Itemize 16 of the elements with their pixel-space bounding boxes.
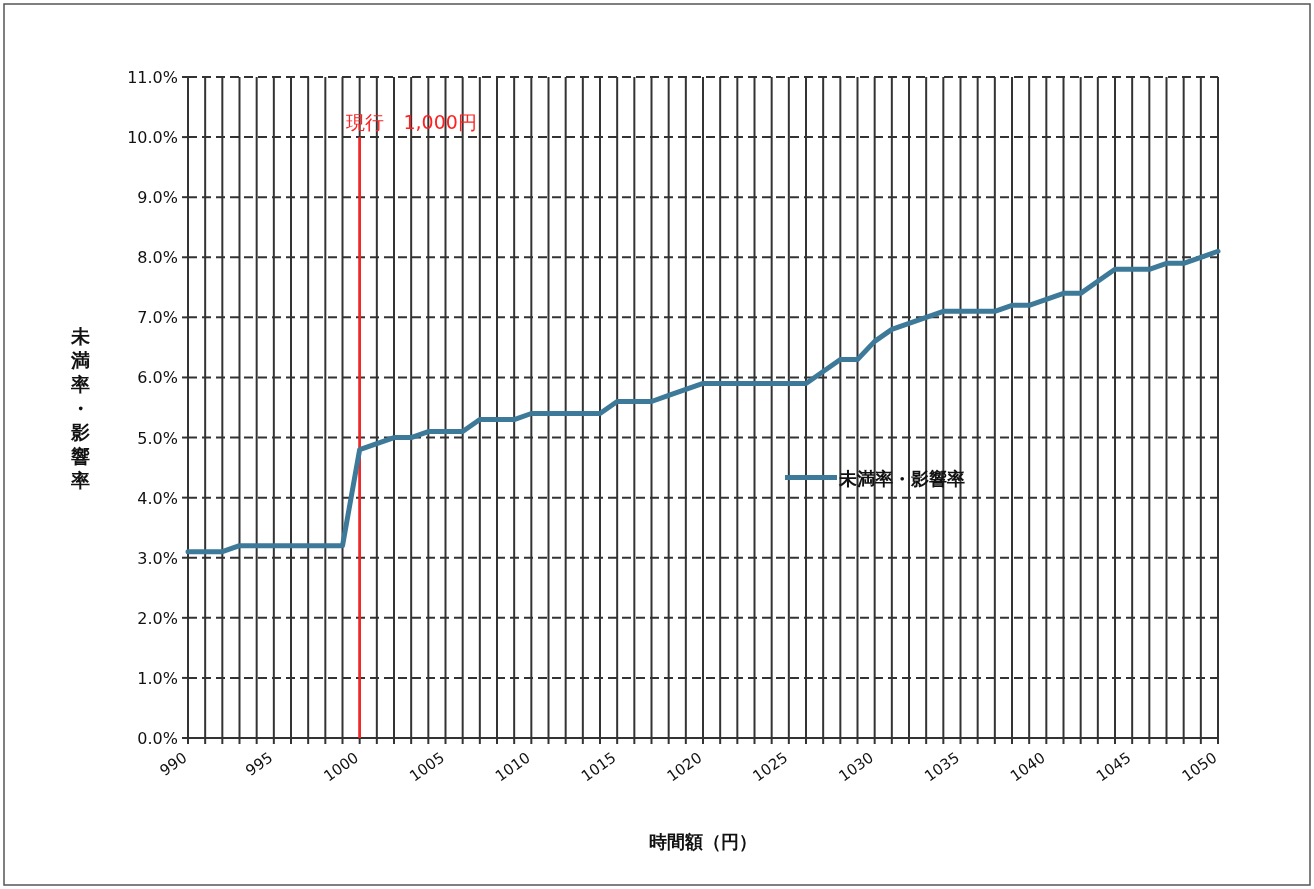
y-tick-label: 3.0% [137,548,178,568]
x-axis-title: 時間額（円） [649,831,757,852]
y-tick-label: 0.0% [137,729,178,748]
y-tick-label: 10.0% [127,128,178,148]
y-tick-label: 9.0% [137,188,178,208]
y-tick-label: 1.0% [137,668,178,688]
x-tick-label: 990 [156,748,191,780]
y-tick-label: 7.0% [137,308,178,328]
y-tick-label: 8.0% [137,248,178,268]
y-tick-label: 4.0% [137,488,178,508]
y-tick-label: 6.0% [137,368,178,388]
y-tick-label: 5.0% [137,428,178,448]
y-tick-label: 11.0% [127,68,178,87]
y-axis-title: 未満率・影響率 [69,324,90,491]
y-tick-label: 2.0% [137,608,178,628]
x-tick-label: 995 [242,748,277,780]
